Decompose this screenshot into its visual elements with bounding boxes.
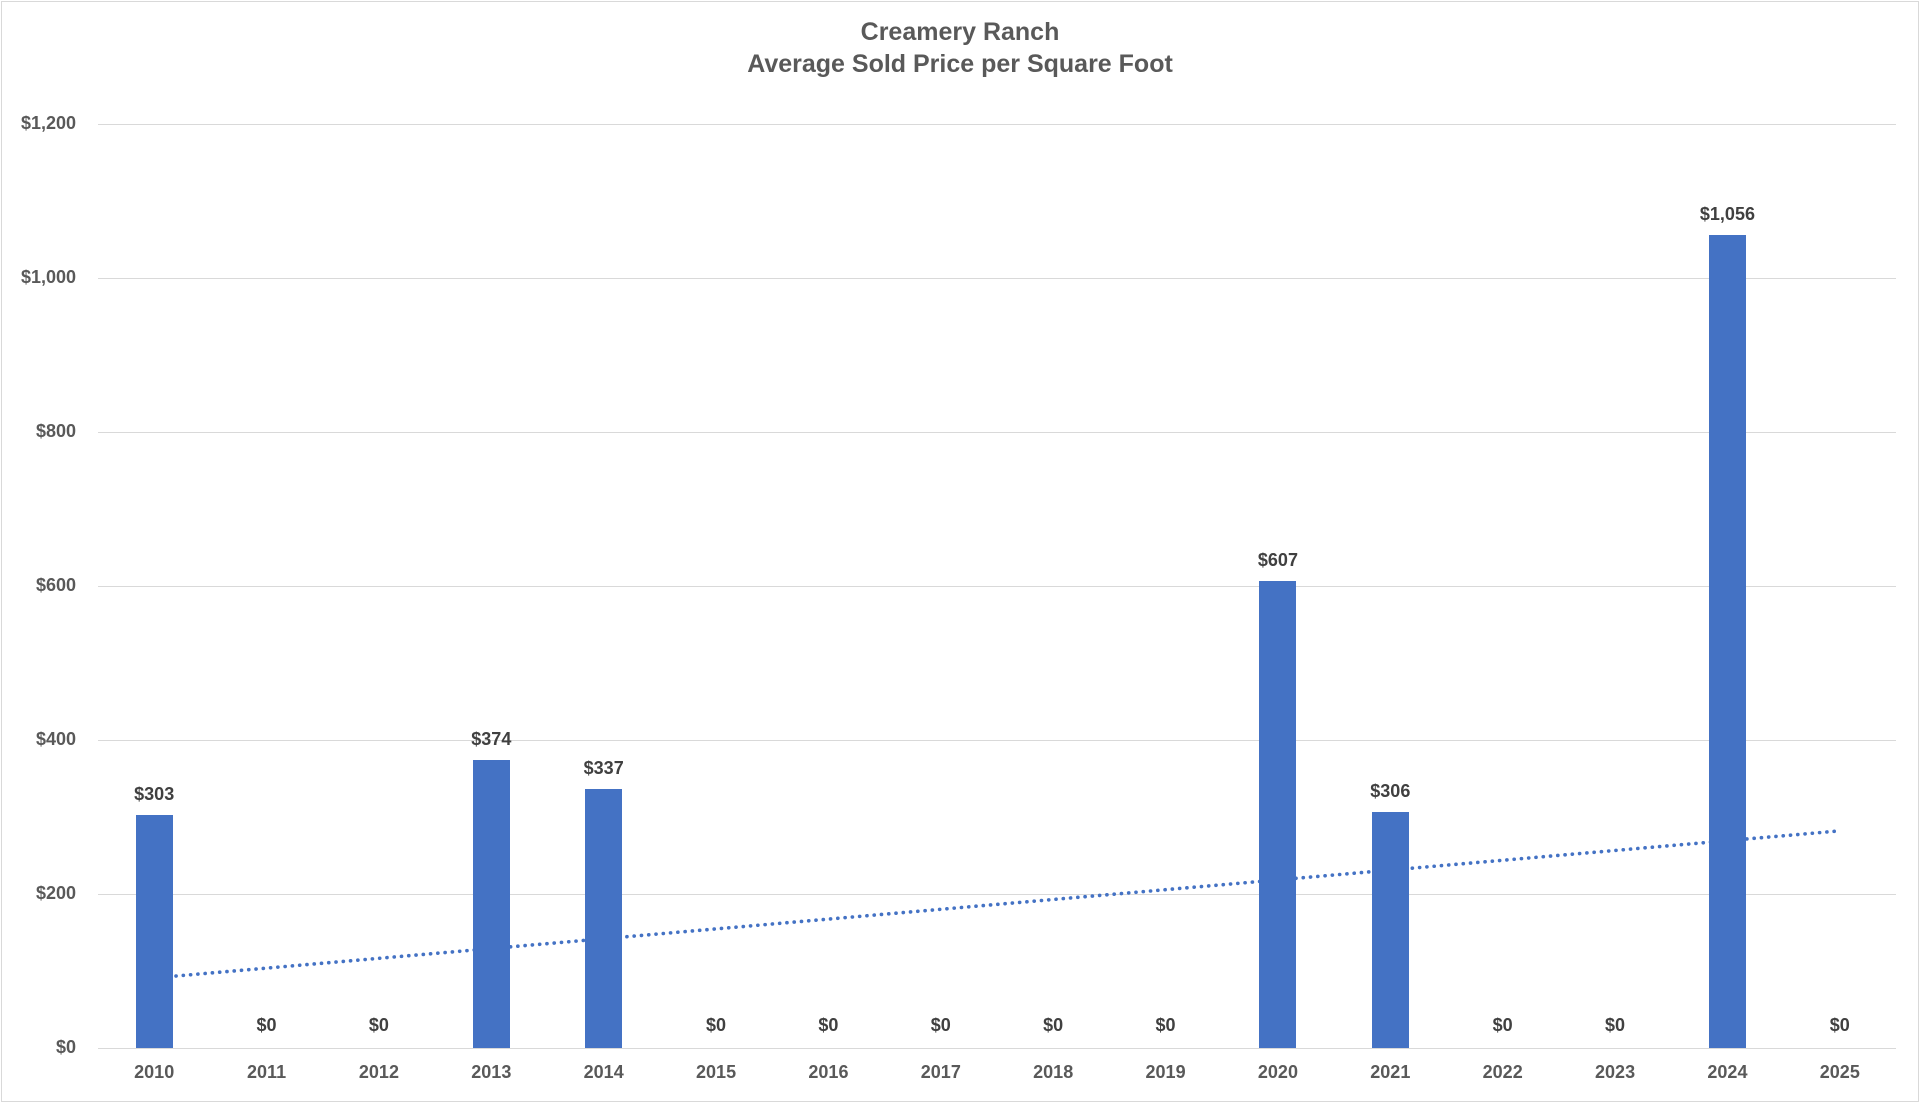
data-label-2017: $0 xyxy=(930,1015,951,1035)
data-label-2018: $0 xyxy=(1043,1015,1064,1035)
bar-2021 xyxy=(1371,812,1409,1048)
data-label-2013: $374 xyxy=(471,729,512,750)
gridline xyxy=(98,278,1896,279)
bar-2024 xyxy=(1708,234,1746,1048)
x-axis-label-2023: 2023 xyxy=(1595,1062,1636,1082)
data-label-2021: $306 xyxy=(1370,781,1411,802)
x-axis-label-2025: 2025 xyxy=(1819,1062,1860,1082)
y-axis-tick-label: $1,000 xyxy=(20,267,76,287)
x-axis-label-2011: 2011 xyxy=(247,1062,287,1082)
x-axis-label-2018: 2018 xyxy=(1033,1062,1074,1082)
gridline xyxy=(98,740,1896,741)
x-axis-label-2016: 2016 xyxy=(808,1062,849,1082)
data-label-2020: $607 xyxy=(1257,549,1298,570)
x-axis-label-2012: 2012 xyxy=(358,1062,399,1082)
data-label-2024: $1,056 xyxy=(1699,203,1755,224)
x-axis-label-2020: 2020 xyxy=(1257,1062,1298,1082)
y-axis-tick-label: $800 xyxy=(35,421,76,441)
x-axis-line xyxy=(98,1048,1896,1049)
gridline xyxy=(98,124,1896,125)
gridline xyxy=(98,586,1896,587)
bar-2020 xyxy=(1259,580,1297,1048)
chart-title-line2: Average Sold Price per Square Foot xyxy=(747,50,1173,78)
x-axis-label-2024: 2024 xyxy=(1707,1062,1748,1082)
data-label-2012: $0 xyxy=(368,1015,389,1035)
x-axis-label-2017: 2017 xyxy=(920,1062,961,1082)
data-label-2015: $0 xyxy=(706,1015,727,1035)
x-axis-label-2019: 2019 xyxy=(1145,1062,1186,1082)
y-axis-tick-label: $600 xyxy=(35,575,76,595)
x-axis-label-2015: 2015 xyxy=(696,1062,737,1082)
data-label-2023: $0 xyxy=(1605,1015,1626,1035)
y-axis-tick-label: $0 xyxy=(55,1037,76,1057)
x-axis-label-2013: 2013 xyxy=(471,1062,512,1082)
x-axis-label-2010: 2010 xyxy=(134,1062,175,1082)
x-axis-label-2022: 2022 xyxy=(1482,1062,1523,1082)
data-label-2010: $303 xyxy=(134,783,175,804)
data-label-2025: $0 xyxy=(1829,1015,1850,1035)
x-axis-label-2014: 2014 xyxy=(583,1062,624,1082)
y-axis-tick-label: $200 xyxy=(35,883,76,903)
data-label-2019: $0 xyxy=(1155,1015,1176,1035)
bar-2013 xyxy=(472,760,510,1048)
data-label-2014: $337 xyxy=(583,757,624,778)
gridline xyxy=(98,894,1896,895)
gridline xyxy=(98,432,1896,433)
chart-title: Creamery Ranch Average Sold Price per Sq… xyxy=(2,16,1918,80)
data-label-2016: $0 xyxy=(818,1015,839,1035)
chart-title-line1: Creamery Ranch xyxy=(860,18,1060,46)
data-label-2011: $0 xyxy=(256,1015,277,1035)
y-axis-tick-label: $400 xyxy=(35,729,76,749)
y-axis-tick-label: $1,200 xyxy=(20,113,76,133)
x-axis-label-2021: 2021 xyxy=(1370,1062,1411,1082)
bar-2014 xyxy=(585,788,623,1048)
data-label-2022: $0 xyxy=(1492,1015,1513,1035)
bar-2010 xyxy=(135,814,173,1048)
